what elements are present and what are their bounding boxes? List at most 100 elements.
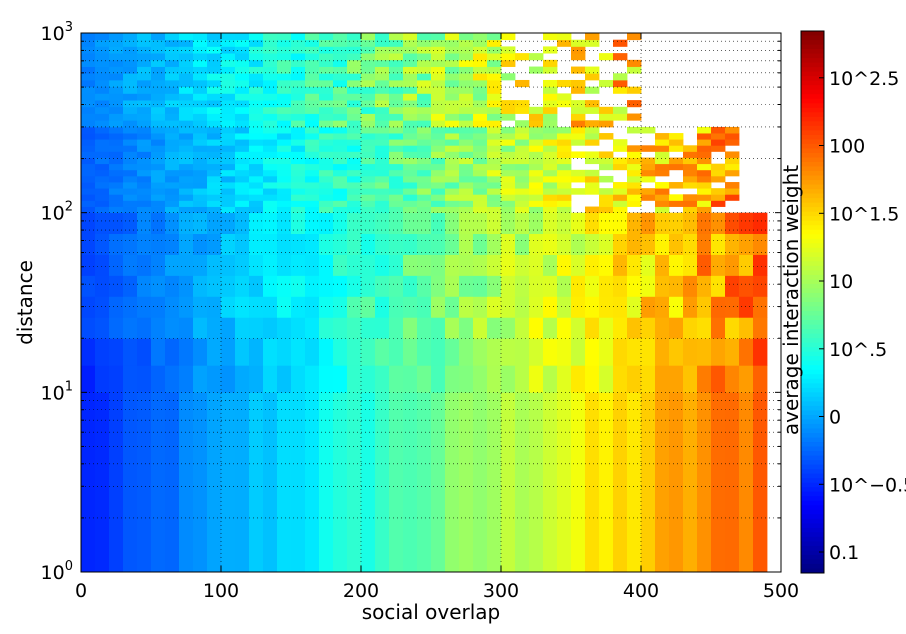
heatmap-cell — [95, 53, 110, 61]
heatmap-cell — [669, 194, 684, 201]
heatmap-cell — [319, 317, 334, 339]
heatmap-cell — [319, 145, 334, 152]
heatmap-cell — [277, 169, 292, 177]
colorbar-segment — [801, 152, 824, 158]
heatmap-cell — [207, 233, 222, 255]
heatmap-cell — [221, 296, 236, 318]
heatmap-cell — [599, 106, 614, 114]
colorbar — [800, 30, 825, 574]
heatmap-cell — [361, 145, 376, 152]
heatmap-cell — [375, 365, 390, 393]
heatmap-cell — [459, 206, 474, 214]
heatmap-cell — [333, 157, 348, 165]
heatmap-cell — [95, 392, 110, 573]
colorbar-segment — [801, 550, 824, 556]
heatmap-cell — [613, 163, 628, 171]
heatmap-cell — [305, 317, 320, 339]
heatmap-cell — [389, 212, 404, 234]
heatmap-cell — [179, 194, 194, 201]
heatmap-cell — [333, 188, 348, 195]
heatmap-cell — [501, 73, 516, 81]
heatmap-cell — [627, 392, 642, 573]
heatmap-cell — [123, 233, 138, 255]
heatmap-cell — [459, 79, 474, 88]
heatmap-cell — [487, 145, 502, 152]
heatmap-cell — [305, 100, 320, 108]
heatmap-cell — [669, 275, 684, 297]
heatmap-cell — [235, 296, 250, 318]
colorbar-segment — [801, 523, 824, 529]
heatmap-cell — [193, 206, 208, 214]
heatmap-cell — [599, 212, 614, 234]
heatmap-cell — [627, 163, 642, 171]
heatmap-cell — [319, 188, 334, 195]
heatmap-cell — [165, 212, 180, 234]
x-tick-label: 100 — [203, 580, 239, 602]
heatmap-cell — [151, 233, 166, 255]
heatmap-cell — [151, 126, 166, 134]
heatmap-cell — [179, 163, 194, 171]
heatmap-cell — [151, 296, 166, 318]
heatmap-cell — [207, 53, 222, 61]
heatmap-cell — [389, 194, 404, 201]
heatmap-cell — [753, 212, 768, 234]
heatmap-cell — [207, 157, 222, 165]
heatmap-cell — [571, 317, 586, 339]
heatmap-cell — [725, 151, 740, 158]
heatmap-cell — [613, 182, 628, 189]
heatmap-cell — [165, 79, 180, 88]
heatmap-cell — [445, 175, 460, 183]
heatmap-cell — [179, 53, 194, 61]
heatmap-cell — [711, 296, 726, 318]
heatmap-cell — [557, 39, 572, 47]
heatmap-cell — [627, 100, 642, 108]
heatmap-cell — [627, 145, 642, 152]
heatmap-cell — [151, 365, 166, 393]
heatmap-cell — [95, 206, 110, 214]
heatmap-cell — [375, 182, 390, 189]
heatmap-cell — [109, 59, 124, 67]
heatmap-cell — [641, 296, 656, 318]
heatmap-cell — [473, 163, 488, 171]
heatmap-cell — [235, 188, 250, 195]
colorbar-segment — [801, 175, 824, 181]
heatmap-cell — [417, 46, 432, 54]
heatmap-cell — [655, 169, 670, 177]
heatmap-cell — [305, 157, 320, 165]
heatmap-cell — [375, 194, 390, 201]
heatmap-cell — [179, 133, 194, 140]
heatmap-cell — [109, 133, 124, 140]
heatmap-cell — [375, 175, 390, 183]
heatmap-cell — [151, 33, 166, 41]
heatmap-cell — [319, 151, 334, 158]
heatmap-cell — [431, 275, 446, 297]
heatmap-cell — [263, 59, 278, 67]
heatmap-cell — [669, 200, 684, 207]
heatmap-cell — [123, 113, 138, 121]
heatmap-cell — [431, 145, 446, 152]
heatmap-cell — [473, 100, 488, 108]
heatmap-cell — [403, 53, 418, 61]
heatmap-cell — [543, 206, 558, 214]
heatmap-cell — [515, 296, 530, 318]
heatmap-cell — [529, 206, 544, 214]
heatmap-cell — [375, 200, 390, 207]
heatmap-cell — [445, 182, 460, 189]
heatmap-cell — [277, 254, 292, 276]
heatmap-cell — [109, 145, 124, 152]
heatmap-cell — [221, 53, 236, 61]
heatmap-cell — [81, 39, 96, 47]
heatmap-cell — [109, 73, 124, 81]
heatmap-cell — [151, 113, 166, 121]
heatmap-cell — [333, 206, 348, 214]
heatmap-cell — [403, 296, 418, 318]
heatmap-cell — [361, 100, 376, 108]
heatmap-cell — [501, 182, 516, 189]
heatmap-cell — [333, 338, 348, 366]
heatmap-cell — [417, 33, 432, 41]
heatmap-cell — [417, 100, 432, 108]
heatmap-cell — [249, 200, 264, 207]
heatmap-cell — [123, 106, 138, 114]
heatmap-cell — [543, 175, 558, 183]
heatmap-cell — [81, 233, 96, 255]
